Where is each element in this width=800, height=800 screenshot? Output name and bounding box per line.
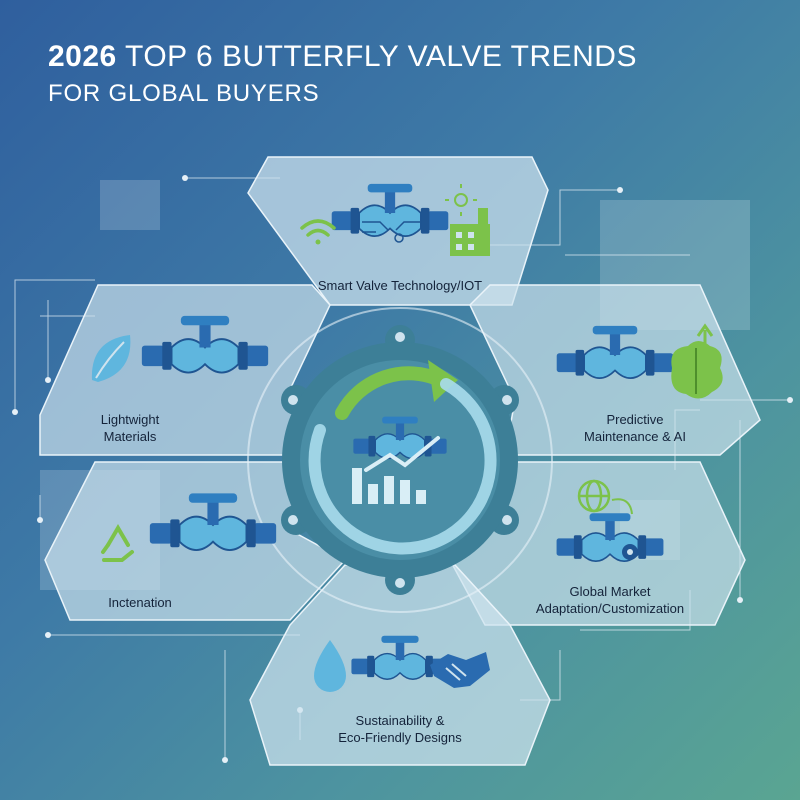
recycle-icon (101, 524, 134, 562)
label-line: Maintenance & AI (584, 429, 686, 444)
label-smart-valve-technology: Smart Valve Technology/IOT (300, 277, 500, 294)
label-line: Inctenation (108, 595, 172, 610)
title-year: 2026 (48, 40, 117, 73)
label-predictive-maintenance: Predictive Maintenance & AI (560, 411, 710, 445)
brain-icon (671, 323, 723, 399)
label-line: Smart Valve Technology/IOT (317, 278, 483, 293)
leaf-icon (91, 335, 131, 382)
label-inctenation: Inctenation (90, 594, 190, 611)
title-main: TOP 6 BUTTERFLY VALVE TRENDS (125, 40, 637, 73)
factory-icon (450, 208, 490, 256)
title-line1: 2026 TOP 6 BUTTERFLY VALVE TRENDS (48, 40, 637, 74)
cycle-track-icon (308, 378, 497, 555)
central-hub (281, 325, 519, 595)
wifi-icon (300, 219, 336, 245)
outer-ring (247, 307, 553, 613)
water-drop-icon (314, 640, 346, 692)
handshake-icon (430, 652, 490, 688)
label-lightweight-materials: Lightwight Materials (80, 411, 180, 445)
gear-holes (288, 332, 512, 588)
label-line: Lightwight (100, 412, 160, 427)
label-line: Eco-Friendly Designs (338, 730, 462, 745)
sun-icon (445, 184, 477, 216)
title-subtitle: FOR GLOBAL BUYERS (48, 80, 320, 107)
label-line: Adaptation/Customization (535, 601, 685, 616)
label-line: Sustainability & (355, 713, 445, 728)
circuit-nodes (12, 175, 793, 763)
title: 2026 TOP 6 BUTTERFLY VALVE TRENDS FOR GL… (48, 40, 637, 108)
label-line: Materials (103, 429, 157, 444)
gear-small-icon (622, 544, 638, 560)
bar-chart-icon (352, 468, 426, 504)
circuit-board-icon (362, 221, 420, 243)
label-global-market: Global Market Adaptation/Customization (505, 583, 715, 617)
label-line: Predictive (606, 412, 664, 427)
label-line: Global Market (569, 584, 651, 599)
globe-icon (577, 479, 633, 515)
cycle-arrow-icon (335, 366, 447, 420)
label-sustainability: Sustainability & Eco-Friendly Designs (300, 712, 500, 746)
trend-arrow-icon (364, 436, 440, 472)
